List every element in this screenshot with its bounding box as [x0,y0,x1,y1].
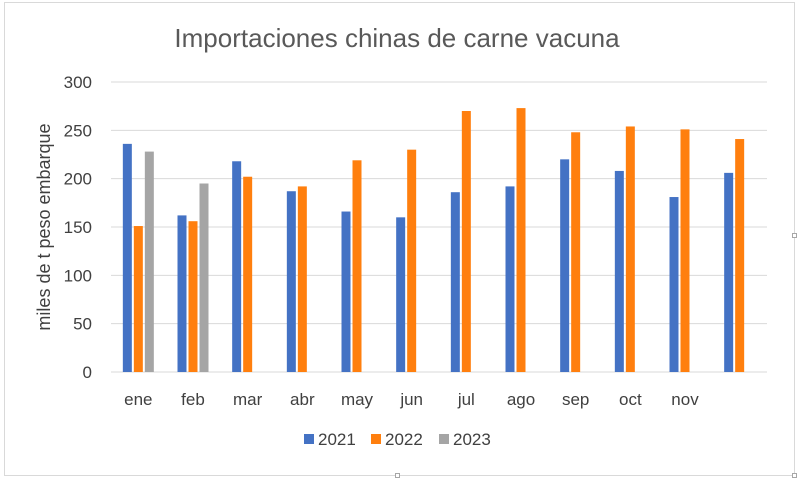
resize-handle-bottom-right[interactable] [792,473,797,478]
bar-2023-ene [144,151,154,372]
y-tick-label: 200 [64,170,92,189]
legend-label-2023: 2023 [453,430,491,449]
legend-swatch-2021 [304,434,314,444]
resize-handle-bottom[interactable] [395,473,400,478]
resize-handle-right[interactable] [792,233,797,238]
legend-swatch-2022 [371,434,381,444]
bar-2021-ene [122,143,132,372]
bar-2021-m12 [724,172,734,372]
y-tick-label: 150 [64,218,92,237]
bars [122,108,745,372]
bar-2022-ene [133,226,143,372]
legend-label-2021: 2021 [318,430,356,449]
gridlines [111,81,767,373]
x-tick-labels: ene feb mar abr may jun jul ago sep oct nov [124,390,699,409]
chart-title: Importaciones chinas de carne vacuna [174,23,620,53]
x-tick-label: may [341,390,374,409]
bar-2021-mar [232,161,242,372]
bar-2021-jun [396,217,406,372]
x-tick-label: oct [619,390,642,409]
x-tick-label: feb [181,390,205,409]
bar-2022-jul [461,111,471,372]
bar-2021-oct [614,170,624,372]
x-tick-label: nov [671,390,699,409]
bar-2021-jul [450,192,460,372]
bar-2022-abr [297,186,307,372]
bar-2022-nov [680,129,690,372]
x-tick-label: mar [233,390,263,409]
bar-2021-abr [286,191,296,372]
y-axis-label: miles de t peso embarque [34,123,54,330]
bar-2021-may [341,211,351,372]
bar-2022-sep [571,132,581,372]
bar-2022-m12 [735,139,745,372]
y-tick-label: 250 [64,121,92,140]
bar-2021-ago [505,186,515,372]
legend: 2021 2022 2023 [304,430,491,449]
x-tick-label: jun [399,390,423,409]
y-tick-labels: 0 50 100 150 200 250 300 [64,73,92,382]
bar-2022-may [352,160,362,372]
bar-2022-oct [625,126,635,372]
bar-2022-mar [243,176,253,372]
y-tick-label: 50 [73,315,92,334]
y-tick-label: 100 [64,266,92,285]
y-tick-label: 0 [83,363,92,382]
x-tick-label: sep [562,390,589,409]
bar-2022-feb [188,221,198,372]
bar-2022-ago [516,108,526,372]
bar-2022-jun [407,149,417,372]
legend-label-2022: 2022 [385,430,423,449]
x-tick-label: ago [507,390,535,409]
bar-2021-sep [560,159,570,372]
x-tick-label: jul [457,390,475,409]
x-tick-label: ene [124,390,152,409]
bar-2023-feb [199,183,209,372]
bar-2021-nov [669,197,679,372]
legend-swatch-2023 [439,434,449,444]
bar-2021-feb [177,215,187,372]
x-tick-label: abr [290,390,315,409]
y-tick-label: 300 [64,73,92,92]
